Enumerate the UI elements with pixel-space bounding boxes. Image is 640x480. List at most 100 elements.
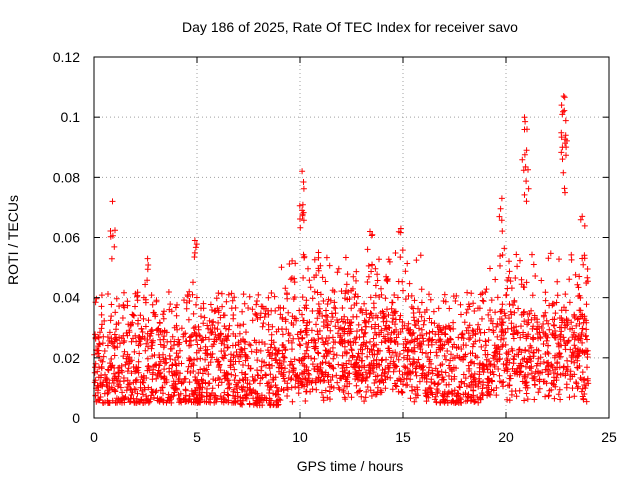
data-point xyxy=(259,323,266,330)
data-point xyxy=(498,217,505,224)
data-point xyxy=(287,276,294,283)
data-point xyxy=(209,385,216,392)
data-point xyxy=(421,317,428,324)
data-point xyxy=(344,316,351,323)
data-point xyxy=(190,279,196,286)
data-point xyxy=(423,398,430,405)
data-point xyxy=(549,316,556,323)
data-point xyxy=(493,384,500,391)
data-point xyxy=(472,398,479,405)
data-point xyxy=(437,362,444,369)
data-point xyxy=(123,387,130,394)
data-point xyxy=(290,365,297,371)
data-point xyxy=(421,309,428,316)
data-point xyxy=(394,377,401,384)
data-point xyxy=(132,399,138,406)
data-point xyxy=(522,384,529,391)
data-point xyxy=(313,321,319,328)
data-point xyxy=(328,383,335,390)
data-point xyxy=(146,367,153,374)
data-point xyxy=(433,339,440,346)
data-point xyxy=(474,354,481,361)
data-point xyxy=(112,336,119,343)
data-point xyxy=(439,390,446,397)
data-point xyxy=(476,337,483,344)
data-point xyxy=(376,378,383,385)
data-point xyxy=(239,308,246,315)
data-point xyxy=(265,311,272,318)
data-point xyxy=(568,319,575,326)
data-point xyxy=(525,185,532,192)
data-point xyxy=(476,371,483,378)
data-point xyxy=(171,338,178,345)
data-point xyxy=(440,393,447,400)
data-point xyxy=(368,323,375,330)
data-point xyxy=(478,343,485,350)
data-point xyxy=(521,126,528,133)
data-point xyxy=(283,290,290,297)
data-point xyxy=(142,323,149,330)
data-point xyxy=(482,338,489,345)
data-point xyxy=(375,323,382,330)
data-point xyxy=(483,286,490,293)
data-point xyxy=(243,329,249,336)
data-point xyxy=(579,255,586,262)
data-point xyxy=(137,335,144,342)
data-point xyxy=(396,316,403,323)
data-point xyxy=(331,351,337,358)
data-point xyxy=(485,311,492,318)
data-point xyxy=(322,338,329,345)
data-point xyxy=(530,349,537,356)
data-point xyxy=(490,355,497,362)
data-point xyxy=(470,328,477,335)
data-point xyxy=(543,317,550,324)
data-point xyxy=(411,358,418,365)
data-point xyxy=(341,394,348,401)
data-point xyxy=(209,322,216,329)
data-point xyxy=(205,371,212,378)
data-point xyxy=(442,323,449,330)
data-point xyxy=(471,308,478,314)
data-point xyxy=(107,360,113,367)
data-point xyxy=(115,373,122,380)
data-point xyxy=(240,362,246,368)
data-point xyxy=(109,340,116,347)
data-point xyxy=(104,376,111,383)
data-point xyxy=(432,365,439,372)
data-point xyxy=(303,297,310,304)
data-point xyxy=(91,369,98,376)
data-point xyxy=(387,360,394,367)
data-point xyxy=(296,202,303,209)
data-point xyxy=(189,291,196,298)
data-point xyxy=(266,390,273,396)
data-point xyxy=(294,372,301,379)
data-point xyxy=(554,371,561,377)
data-point xyxy=(354,328,360,335)
data-point xyxy=(572,334,579,340)
data-point xyxy=(149,353,156,360)
data-point xyxy=(187,342,194,348)
data-point xyxy=(521,114,528,121)
data-point xyxy=(477,394,483,401)
data-point xyxy=(314,289,321,296)
data-point xyxy=(444,400,451,406)
data-point xyxy=(106,337,113,344)
data-point xyxy=(393,334,400,341)
data-point xyxy=(505,274,512,281)
data-point xyxy=(499,301,506,308)
data-point xyxy=(521,318,528,325)
data-point xyxy=(299,311,305,318)
data-point xyxy=(332,323,339,330)
data-point xyxy=(571,342,578,349)
data-point xyxy=(219,337,226,344)
data-point xyxy=(467,359,474,366)
data-point xyxy=(372,373,379,380)
data-point xyxy=(414,335,421,342)
data-point xyxy=(568,354,575,360)
data-point xyxy=(542,289,549,296)
data-point xyxy=(129,389,136,396)
data-point xyxy=(313,272,320,279)
data-point xyxy=(318,389,325,396)
data-point xyxy=(448,399,455,406)
data-point xyxy=(567,326,573,333)
